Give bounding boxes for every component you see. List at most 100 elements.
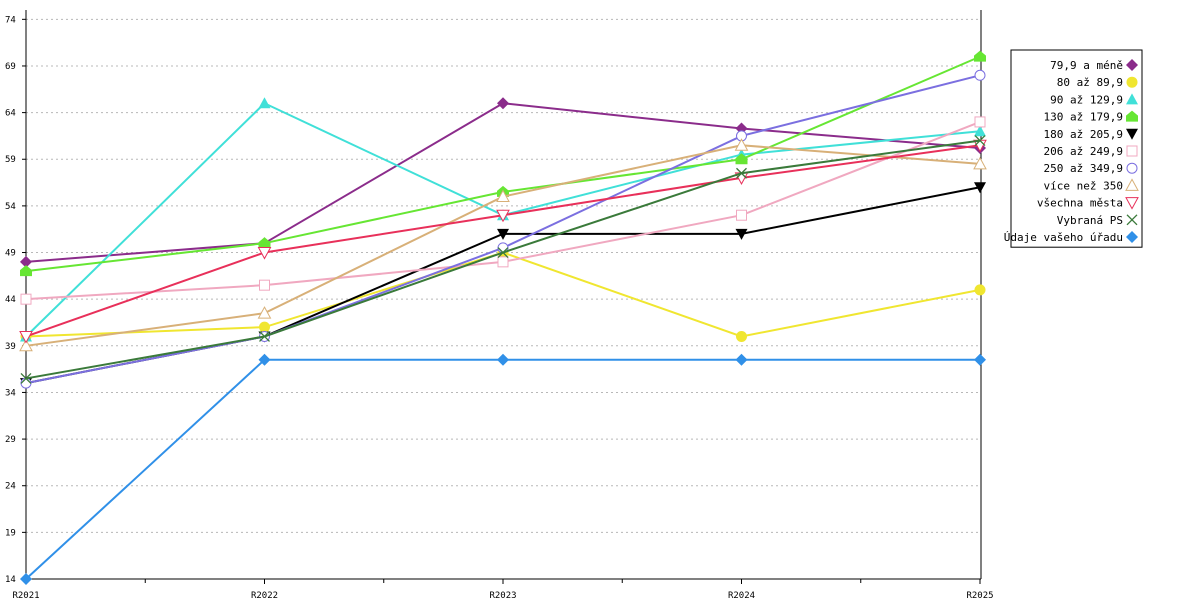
series [19, 138, 987, 352]
data-point [257, 247, 272, 260]
data-point [735, 228, 748, 240]
x-tick-label: R2024 [728, 591, 755, 600]
y-tick-label: 34 [5, 388, 16, 398]
y-tick-label: 54 [5, 202, 16, 212]
legend-label: 80 až 89,9 [1057, 76, 1123, 89]
legend-label: 250 až 349,9 [1044, 162, 1123, 175]
data-point [1126, 214, 1138, 226]
data-point [20, 372, 32, 384]
marker-stroke [736, 167, 747, 179]
marker-stroke [974, 135, 986, 147]
y-tick-label: 19 [5, 528, 16, 538]
series [20, 116, 986, 305]
legend-entry: Údaje vašeho úřadu [1004, 231, 1138, 244]
data-point [1125, 197, 1139, 210]
x-tick-label: R2021 [12, 591, 39, 600]
data-point [736, 330, 747, 342]
data-point [1126, 93, 1138, 105]
data-point [974, 116, 986, 128]
legend-label: Údaje vašeho úřadu [1004, 231, 1123, 244]
series [20, 97, 986, 268]
data-point [258, 237, 271, 249]
marker-stroke [1126, 214, 1138, 226]
data-point [259, 331, 270, 342]
data-point [258, 97, 271, 109]
legend-entry: 90 až 129,9 [1050, 93, 1138, 106]
data-point [1126, 110, 1138, 122]
marker-stroke [259, 331, 270, 342]
legend-label: 130 až 179,9 [1044, 111, 1123, 124]
data-point [19, 330, 33, 344]
data-point [259, 321, 270, 333]
data-point [973, 156, 987, 170]
legend-label: více než 350 [1044, 179, 1123, 192]
legend-label: všechna města [1037, 197, 1123, 210]
legend-entry: 206 až 249,9 [1044, 145, 1138, 158]
legend-label: 79,9 a méně [1050, 59, 1123, 72]
series [20, 135, 986, 384]
data-point [735, 353, 748, 366]
data-point [496, 189, 510, 203]
data-point [1126, 59, 1138, 71]
series [20, 353, 986, 585]
data-point [497, 97, 509, 110]
y-tick-label: 14 [5, 575, 16, 585]
legend-entry: 180 až 205,9 [1044, 128, 1138, 141]
legend-label: 206 až 249,9 [1044, 145, 1123, 158]
marker-stroke [497, 247, 509, 258]
data-point [734, 138, 749, 151]
y-tick-label: 49 [5, 249, 16, 259]
data-point [1126, 145, 1138, 157]
data-point [20, 265, 32, 277]
marker-stroke [20, 372, 32, 384]
legend-box [1010, 49, 1143, 248]
legend-label: Vybraná PS [1057, 214, 1123, 227]
y-tick-label: 59 [5, 155, 16, 165]
data-point [974, 284, 986, 296]
legend-entry: více než 350 [1044, 178, 1139, 192]
series [19, 139, 987, 344]
data-point [974, 353, 986, 366]
data-point [736, 167, 747, 179]
y-tick-label: 69 [5, 62, 16, 72]
data-point [20, 293, 32, 305]
data-point [20, 255, 32, 268]
legend-entry: Vybraná PS [1057, 214, 1138, 227]
data-point [974, 182, 986, 194]
y-tick-label: 74 [5, 15, 16, 25]
data-point [974, 69, 986, 81]
data-point [974, 50, 986, 62]
data-point [257, 306, 272, 319]
data-point [20, 377, 32, 389]
legend-label: 90 až 129,9 [1050, 93, 1123, 106]
legend-entry: 80 až 89,9 [1057, 76, 1138, 89]
data-point [20, 573, 32, 585]
data-point [497, 228, 509, 240]
y-tick-label: 44 [5, 295, 16, 305]
data-point [1126, 231, 1138, 243]
data-point [497, 256, 509, 268]
data-point [497, 353, 509, 366]
data-point [1126, 76, 1138, 88]
legend-entry: 130 až 179,9 [1044, 110, 1138, 124]
data-point [496, 209, 510, 223]
y-tick-label: 29 [5, 435, 16, 445]
x-tick-label: R2022 [251, 591, 278, 600]
data-point [497, 247, 509, 258]
data-point [19, 338, 33, 352]
legend-entry: 79,9 a méně [1050, 59, 1138, 72]
data-point [974, 135, 986, 147]
data-point [1126, 162, 1138, 174]
data-point [258, 353, 271, 366]
data-point [259, 279, 270, 291]
legend: 79,9 a méně 80 až 89,9 90 až 129,9 130 až 1… [1004, 49, 1143, 248]
legend-label: 180 až 205,9 [1044, 128, 1123, 141]
data-point [1126, 128, 1138, 140]
data-point [735, 153, 748, 165]
x-tick-label: R2025 [966, 591, 993, 600]
y-tick-label: 39 [5, 342, 16, 352]
data-point [1125, 178, 1139, 191]
y-tick-label: 64 [5, 109, 16, 119]
x-tick-label: R2023 [489, 591, 516, 600]
